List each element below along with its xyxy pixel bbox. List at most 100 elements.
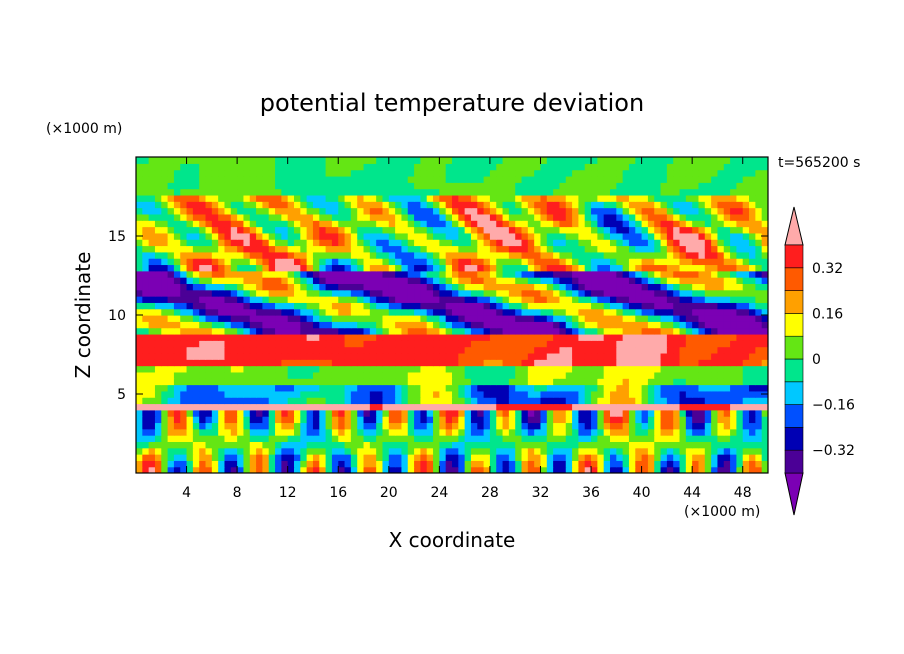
heatmap-cell xyxy=(294,403,301,411)
heatmap-cell xyxy=(154,264,162,272)
heatmap-cell xyxy=(616,428,624,436)
heatmap-cell xyxy=(572,454,579,461)
heatmap-cell xyxy=(610,264,617,272)
heatmap-cell xyxy=(407,352,415,360)
heatmap-cell xyxy=(407,220,415,228)
heatmap-cell xyxy=(331,182,339,190)
heatmap-cell xyxy=(660,378,668,386)
heatmap-cell xyxy=(306,365,314,373)
heatmap-cell xyxy=(749,239,756,247)
heatmap-cell xyxy=(692,264,700,272)
heatmap-cell xyxy=(338,264,346,272)
heatmap-cell xyxy=(199,270,207,278)
heatmap-cell xyxy=(470,403,478,411)
heatmap-cell xyxy=(628,333,636,341)
heatmap-cell xyxy=(401,194,409,202)
heatmap-cell xyxy=(407,296,415,303)
heatmap-cell xyxy=(211,435,219,442)
heatmap-cell xyxy=(458,403,466,411)
heatmap-cell xyxy=(287,346,295,354)
heatmap-cell xyxy=(666,416,674,424)
heatmap-cell xyxy=(237,371,245,379)
heatmap-cell xyxy=(205,333,213,341)
heatmap-cell xyxy=(559,409,567,417)
heatmap-cell xyxy=(275,157,282,164)
heatmap-cell xyxy=(622,340,630,348)
heatmap-cell xyxy=(294,308,301,316)
heatmap-cell xyxy=(534,403,542,411)
heatmap-cell xyxy=(306,422,314,430)
heatmap-cell xyxy=(205,302,213,310)
heatmap-cell xyxy=(698,378,706,386)
heatmap-cell xyxy=(761,416,768,424)
heatmap-cell xyxy=(749,188,756,196)
heatmap-cell xyxy=(180,201,188,209)
heatmap-cell xyxy=(161,416,169,424)
heatmap-cell xyxy=(136,258,143,266)
heatmap-cell xyxy=(597,416,605,424)
heatmap-cell xyxy=(414,340,421,348)
heatmap-cell xyxy=(407,321,415,329)
heatmap-cell xyxy=(136,182,143,190)
heatmap-cell xyxy=(616,258,624,266)
heatmap-cell xyxy=(502,213,510,221)
heatmap-cell xyxy=(294,220,301,228)
heatmap-cell xyxy=(527,416,535,424)
heatmap-cell xyxy=(458,220,466,228)
heatmap-cell xyxy=(452,340,459,348)
heatmap-cell xyxy=(698,346,706,354)
heatmap-cell xyxy=(136,428,143,436)
heatmap-cell xyxy=(350,340,358,348)
heatmap-cell xyxy=(142,346,150,354)
heatmap-cell xyxy=(496,435,504,442)
heatmap-cell xyxy=(616,289,624,297)
heatmap-cell xyxy=(306,378,314,386)
heatmap-cell xyxy=(388,277,396,284)
heatmap-cell xyxy=(458,378,466,386)
heatmap-cell xyxy=(679,207,687,215)
heatmap-cell xyxy=(553,302,561,310)
heatmap-cell xyxy=(237,283,245,291)
heatmap-cell xyxy=(692,213,700,221)
heatmap-cell xyxy=(717,194,725,202)
heatmap-cell xyxy=(496,277,504,284)
heatmap-cell xyxy=(142,359,150,367)
heatmap-cell xyxy=(464,220,472,228)
heatmap-cell xyxy=(382,157,390,164)
heatmap-cell xyxy=(679,403,687,411)
heatmap-cell xyxy=(616,454,624,461)
heatmap-cell xyxy=(426,308,434,316)
heatmap-cell xyxy=(300,397,308,405)
heatmap-cell xyxy=(704,422,712,430)
heatmap-cell xyxy=(584,157,592,164)
heatmap-cell xyxy=(730,460,737,468)
heatmap-cell xyxy=(540,207,548,215)
heatmap-cell xyxy=(496,460,504,468)
heatmap-cell xyxy=(275,213,282,221)
heatmap-cell xyxy=(508,346,516,354)
heatmap-cell xyxy=(161,384,169,392)
heatmap-cell xyxy=(312,403,320,411)
heatmap-cell xyxy=(350,289,358,297)
heatmap-cell xyxy=(199,315,207,322)
heatmap-cell xyxy=(641,435,649,442)
heatmap-cell xyxy=(180,403,188,411)
heatmap-cell xyxy=(692,435,700,442)
heatmap-cell xyxy=(281,226,289,234)
heatmap-cell xyxy=(749,163,756,171)
heatmap-cell xyxy=(742,226,750,234)
heatmap-cell xyxy=(692,194,700,202)
heatmap-cell xyxy=(445,454,453,461)
heatmap-cell xyxy=(180,416,188,424)
heatmap-cell xyxy=(433,220,440,228)
heatmap-cell xyxy=(584,327,592,335)
heatmap-cell xyxy=(540,239,548,247)
heatmap-cell xyxy=(704,365,712,373)
heatmap-cell xyxy=(673,258,681,266)
heatmap-cell xyxy=(616,315,624,322)
heatmap-cell xyxy=(534,245,542,253)
heatmap-cell xyxy=(180,302,188,310)
heatmap-cell xyxy=(591,333,598,341)
heatmap-cell xyxy=(205,175,213,183)
heatmap-cell xyxy=(218,435,226,442)
